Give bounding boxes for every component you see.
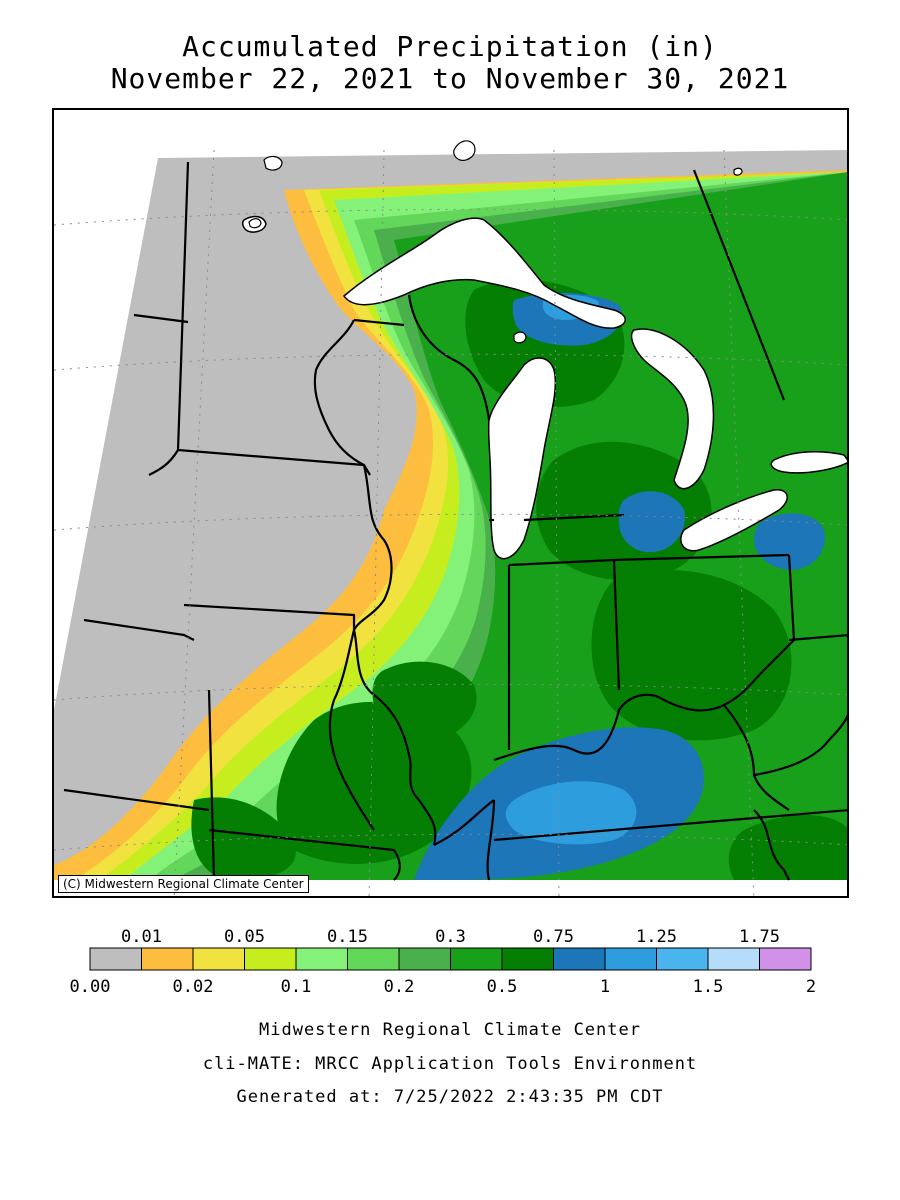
footer-generated: Generated at: 7/25/2022 2:43:35 PM CDT	[236, 1087, 664, 1107]
legend: 0.01 0.05 0.15 0.3 0.75 1.25 1.75 0.00 0.02 0.1 0.…	[0, 920, 900, 1000]
legend-top-label: 1.25	[636, 927, 677, 947]
legend-swatch	[707, 947, 760, 971]
legend-swatch	[398, 947, 451, 971]
great-lakes	[241, 215, 847, 560]
legend-swatch	[244, 947, 297, 971]
legend-bar: 0.01 0.05 0.15 0.3 0.75 1.25 1.75 0.00 0.02 0.1 0.…	[70, 927, 817, 997]
legend-swatch	[759, 947, 812, 971]
state-boundaries	[63, 161, 847, 881]
legend-bottom-label: 0.00	[70, 977, 111, 997]
footer-org: Midwestern Regional Climate Center	[259, 1020, 641, 1040]
legend-bottom-label: 2	[806, 977, 816, 997]
footer-tool: cli-MATE: MRCC Application Tools Environ…	[202, 1054, 698, 1074]
legend-bottom-label: 0.1	[281, 977, 312, 997]
legend-top-label: 0.15	[327, 927, 368, 947]
legend-swatch	[347, 947, 400, 971]
legend-top-label: 0.05	[224, 927, 265, 947]
coastline-details	[248, 140, 743, 344]
legend-top-label: 0.01	[121, 927, 162, 947]
legend-swatch	[656, 947, 709, 971]
legend-bottom-label: 1	[600, 977, 610, 997]
lake-erie	[680, 489, 788, 552]
legend-swatch	[192, 947, 245, 971]
legend-swatch	[450, 947, 503, 971]
lake-michigan	[487, 357, 557, 560]
legend-swatch	[89, 947, 142, 971]
precipitation-map: (C) Midwestern Regional Climate Center	[52, 108, 849, 898]
copyright-label: (C) Midwestern Regional Climate Center	[58, 875, 309, 893]
lake-huron	[630, 328, 715, 490]
legend-bottom-label: 0.5	[487, 977, 518, 997]
legend-top-label: 0.75	[533, 927, 574, 947]
lake-superior	[342, 217, 626, 329]
graticule	[54, 149, 847, 896]
legend-swatch	[553, 947, 606, 971]
lake-ontario	[770, 450, 847, 474]
legend-top-label: 0.3	[435, 927, 466, 947]
legend-bottom-label: 1.5	[693, 977, 724, 997]
legend-swatch	[295, 947, 348, 971]
legend-bottom-label: 0.2	[384, 977, 415, 997]
map-date-range: November 22, 2021 to November 30, 2021	[110, 62, 790, 95]
map-canvas	[54, 140, 847, 896]
legend-swatch	[501, 947, 554, 971]
legend-bottom-label: 0.02	[173, 977, 214, 997]
legend-swatch	[141, 947, 194, 971]
map-title: Accumulated Precipitation (in)	[182, 30, 718, 63]
legend-top-label: 1.75	[739, 927, 780, 947]
legend-swatch	[604, 947, 657, 971]
